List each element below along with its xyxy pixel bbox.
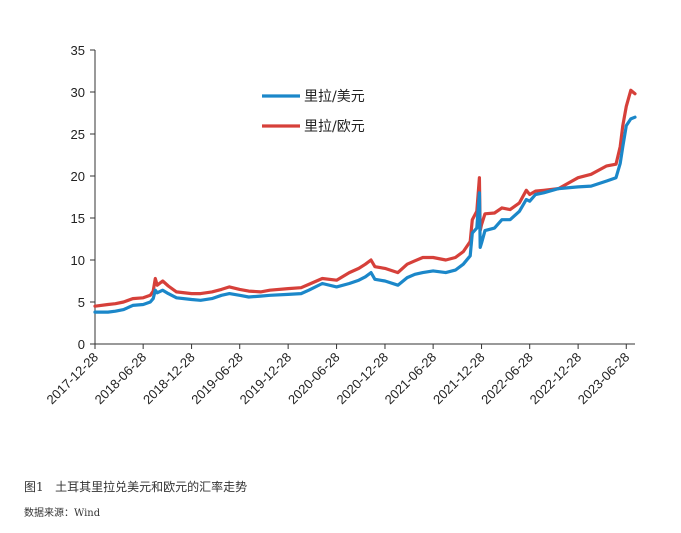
x-tick-label: 2023-06-28: [575, 350, 633, 408]
figure-title: 土耳其里拉兑美元和欧元的汇率走势: [55, 480, 248, 494]
y-tick-label: 30: [71, 85, 85, 100]
series-line-1: [93, 88, 637, 308]
y-tick-label: 25: [71, 127, 85, 142]
legend-label-1: 里拉/欧元: [304, 119, 365, 135]
legend-label-0: 里拉/美元: [304, 89, 365, 105]
fx-line-chart: 0 5 10 15 20 25 30 35 2017-12-282018-06-282018-…: [43, 43, 637, 408]
figure-number: 图1: [24, 480, 44, 494]
data-source: 数据来源：Wind: [24, 508, 101, 519]
x-axis: 2017-12-282018-06-282018-12-282019-06-28…: [43, 343, 635, 408]
y-tick-label: 5: [78, 295, 85, 310]
y-axis: 0 5 10 15 20 25 30 35: [71, 43, 96, 352]
y-tick-label: 20: [71, 169, 85, 184]
x-tick-label: 2019-06-28: [188, 350, 246, 408]
y-tick-label: 15: [71, 211, 85, 226]
series-layer: [93, 88, 637, 314]
series-line-0: [93, 115, 637, 314]
y-tick-label: 0: [78, 337, 85, 352]
y-tick-label: 35: [71, 43, 85, 58]
figure-caption: 图1 土耳其里拉兑美元和欧元的汇率走势: [24, 478, 247, 495]
y-tick-label: 10: [71, 253, 85, 268]
